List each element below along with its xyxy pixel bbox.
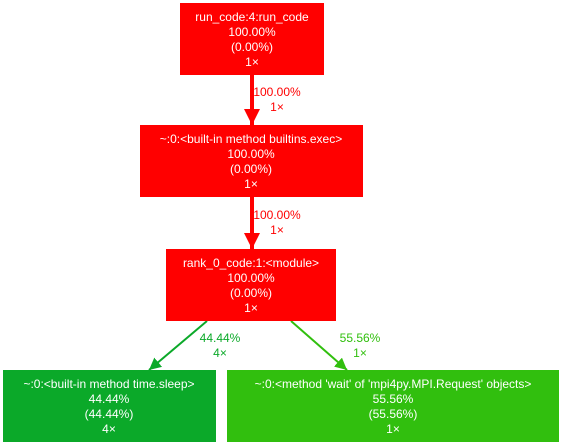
edge-run-code-to-builtins-exec: 100.00% 1×	[244, 75, 301, 125]
node-box	[166, 249, 336, 321]
node-total-percent: 44.44%	[89, 392, 130, 406]
node-time-sleep[interactable]: ~:0:<built-in method time.sleep> 44.44% …	[3, 370, 216, 442]
edge-line	[148, 320, 208, 371]
edge-percent-label: 100.00%	[253, 85, 301, 99]
node-function-label: rank_0_code:1:<module>	[183, 256, 319, 270]
node-box	[3, 370, 216, 442]
node-call-count: 1×	[244, 301, 258, 315]
edge-builtins-exec-to-module: 100.00% 1×	[244, 197, 301, 249]
node-call-count: 1×	[244, 177, 258, 191]
node-mpi-request-wait[interactable]: ~:0:<method 'wait' of 'mpi4py.MPI.Reques…	[227, 370, 559, 442]
edge-module-to-time-sleep: 44.44% 4×	[148, 320, 241, 371]
node-self-percent: (55.56%)	[369, 407, 418, 421]
node-self-percent: (44.44%)	[85, 407, 134, 421]
node-box	[140, 125, 363, 197]
node-total-percent: 55.56%	[373, 392, 414, 406]
node-call-count: 1×	[386, 422, 400, 436]
edge-percent-label: 100.00%	[253, 208, 301, 222]
node-function-label: ~:0:<method 'wait' of 'mpi4py.MPI.Reques…	[255, 377, 532, 391]
node-call-count: 4×	[102, 422, 116, 436]
edge-calls-label: 4×	[213, 346, 227, 360]
node-box	[227, 370, 559, 442]
node-box	[180, 3, 324, 75]
node-run-code[interactable]: run_code:4:run_code 100.00% (0.00%) 1×	[180, 3, 324, 75]
node-function-label: run_code:4:run_code	[195, 10, 309, 24]
node-rank-0-module[interactable]: rank_0_code:1:<module> 100.00% (0.00%) 1…	[166, 249, 336, 321]
node-self-percent: (0.00%)	[230, 286, 272, 300]
node-total-percent: 100.00%	[227, 271, 275, 285]
edge-calls-label: 1×	[270, 223, 284, 237]
edge-module-to-mpi-wait: 55.56% 1×	[290, 320, 381, 371]
node-call-count: 1×	[245, 55, 259, 69]
edge-percent-label: 44.44%	[200, 331, 241, 345]
edge-calls-label: 1×	[270, 100, 284, 114]
node-function-label: ~:0:<built-in method builtins.exec>	[160, 132, 342, 146]
edge-calls-label: 1×	[353, 346, 367, 360]
node-self-percent: (0.00%)	[230, 162, 272, 176]
edge-percent-label: 55.56%	[340, 331, 381, 345]
node-self-percent: (0.00%)	[231, 40, 273, 54]
node-function-label: ~:0:<built-in method time.sleep>	[23, 377, 194, 391]
edge-line	[290, 320, 348, 371]
node-total-percent: 100.00%	[227, 147, 275, 161]
node-builtins-exec[interactable]: ~:0:<built-in method builtins.exec> 100.…	[140, 125, 363, 197]
node-total-percent: 100.00%	[228, 25, 276, 39]
